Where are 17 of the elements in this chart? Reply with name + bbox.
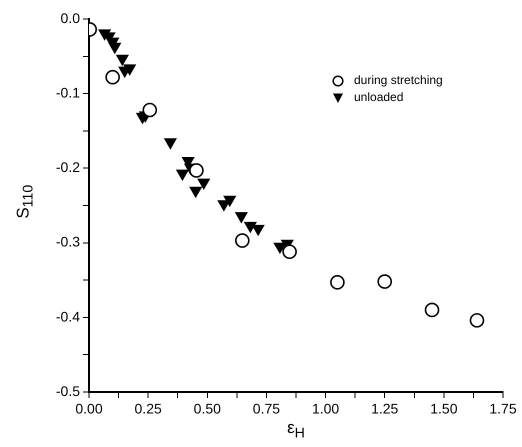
- x-axis-title: ε$_{H}$: [286, 418, 306, 442]
- x-tick-label: 1.00: [312, 400, 340, 416]
- y-tick-label: -0.5: [56, 382, 80, 399]
- x-tick-label: 1.25: [371, 400, 399, 416]
- x-tick-label: 0.50: [194, 400, 222, 416]
- x-tick-label: 1.75: [489, 400, 517, 416]
- y-tick-label: -0.1: [56, 84, 80, 100]
- y-tick-label: -0.2: [56, 159, 80, 176]
- legend-label: during stretching: [354, 72, 443, 89]
- y-tick-label: -0.3: [56, 234, 80, 250]
- x-tick-label: 0.00: [75, 400, 103, 416]
- y-tick-label: 0.0: [60, 10, 80, 26]
- y-tick-label: -0.4: [56, 308, 80, 324]
- x-tick-label: 0.25: [134, 400, 162, 416]
- x-tick-label: 0.75: [252, 400, 280, 416]
- legend-label: unloaded: [354, 89, 404, 106]
- x-tick-label: 1.50: [430, 400, 458, 416]
